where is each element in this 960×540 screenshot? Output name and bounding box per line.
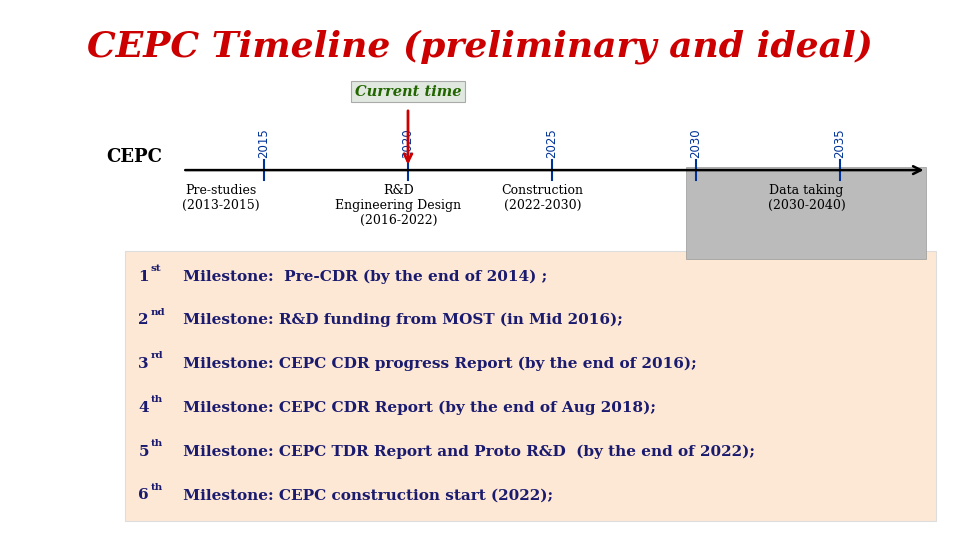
Text: Milestone: CEPC TDR Report and Proto R&D  (by the end of 2022);: Milestone: CEPC TDR Report and Proto R&D… — [178, 444, 755, 458]
Text: th: th — [151, 439, 163, 448]
Text: 2035: 2035 — [833, 129, 847, 158]
Text: Construction
(2022-2030): Construction (2022-2030) — [501, 184, 584, 212]
Text: 2015: 2015 — [257, 129, 271, 158]
Bar — [686, 167, 926, 259]
Text: 2: 2 — [138, 314, 149, 327]
Text: CEPC Timeline (preliminary and ideal): CEPC Timeline (preliminary and ideal) — [87, 30, 873, 64]
Text: 2020: 2020 — [401, 129, 415, 158]
Text: 4: 4 — [138, 401, 149, 415]
Text: R&D
Engineering Design
(2016-2022): R&D Engineering Design (2016-2022) — [335, 184, 462, 227]
Text: 2025: 2025 — [545, 129, 559, 158]
Text: nd: nd — [151, 308, 165, 317]
Text: Milestone: CEPC construction start (2022);: Milestone: CEPC construction start (2022… — [178, 488, 553, 502]
Text: CEPC: CEPC — [107, 147, 162, 166]
Text: 6: 6 — [138, 488, 149, 502]
Text: Pre-studies
(2013-2015): Pre-studies (2013-2015) — [182, 184, 259, 212]
Text: rd: rd — [151, 352, 163, 361]
Text: Milestone:  Pre-CDR (by the end of 2014) ;: Milestone: Pre-CDR (by the end of 2014) … — [178, 269, 547, 284]
Bar — [125, 251, 936, 521]
Text: 1: 1 — [138, 270, 149, 284]
Text: st: st — [151, 264, 161, 273]
Text: 5: 5 — [138, 444, 149, 458]
Text: Milestone: CEPC CDR Report (by the end of Aug 2018);: Milestone: CEPC CDR Report (by the end o… — [178, 401, 656, 415]
Text: th: th — [151, 483, 163, 491]
Text: Milestone: CEPC CDR progress Report (by the end of 2016);: Milestone: CEPC CDR progress Report (by … — [178, 357, 696, 371]
Text: Data taking
(2030-2040): Data taking (2030-2040) — [768, 184, 845, 212]
Text: 2030: 2030 — [689, 129, 703, 158]
Text: Milestone: R&D funding from MOST (in Mid 2016);: Milestone: R&D funding from MOST (in Mid… — [178, 313, 622, 327]
Text: Current time: Current time — [355, 85, 461, 99]
Text: th: th — [151, 395, 163, 404]
Text: 3: 3 — [138, 357, 149, 371]
